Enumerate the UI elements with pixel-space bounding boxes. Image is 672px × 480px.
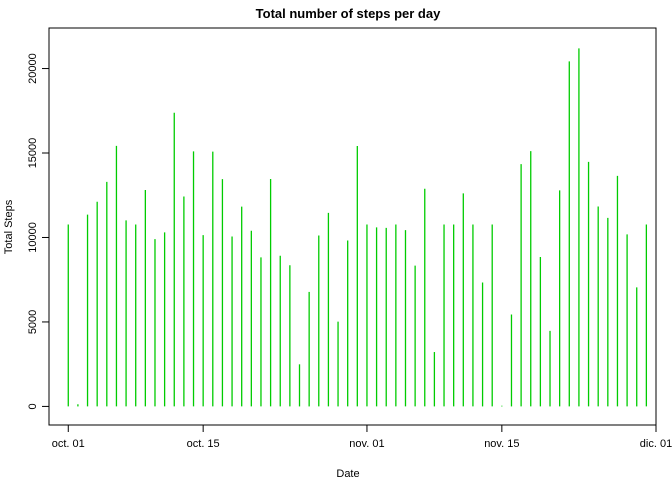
y-tick-label: 15000	[27, 138, 39, 169]
plot-frame	[48, 27, 657, 426]
x-tick-label: dic. 01	[640, 438, 672, 450]
x-axis-label: Date	[336, 468, 359, 480]
y-axis-label: Total Steps	[3, 199, 15, 254]
x-tick-label: nov. 15	[484, 438, 519, 450]
y-tick-label: 10000	[27, 222, 39, 253]
bar-series	[67, 48, 648, 407]
y-tick-label: 5000	[27, 310, 39, 334]
y-tick-label: 20000	[27, 53, 39, 84]
x-tick-label: nov. 01	[349, 438, 384, 450]
x-axis: oct. 01 oct. 15 nov. 01 nov. 15 dic. 01	[52, 424, 672, 450]
x-tick-label: oct. 15	[187, 438, 220, 450]
y-axis: 0 5000 10000 15000 20000	[27, 53, 50, 409]
x-tick-label: oct. 01	[52, 438, 85, 450]
chart-title: Total number of steps per day	[256, 6, 441, 21]
y-tick-label: 0	[27, 403, 39, 409]
